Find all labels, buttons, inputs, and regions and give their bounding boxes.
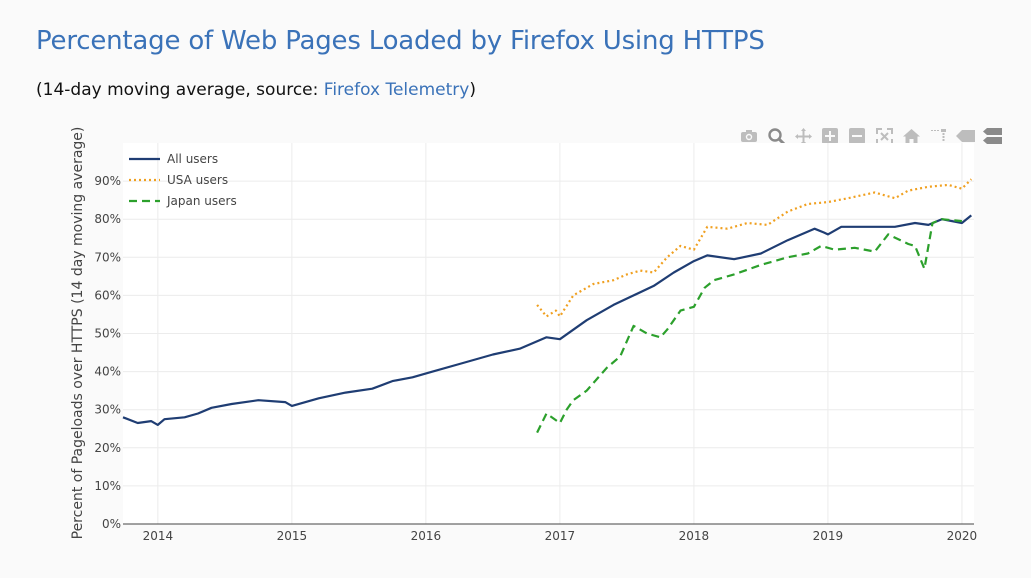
x-tick-labels: 2014 2015 2016 2017 2018 2019 2020 <box>143 529 978 543</box>
legend[interactable]: All users USA users Japan users <box>129 152 237 208</box>
y-tick-label: 0% <box>102 517 121 531</box>
telemetry-link[interactable]: Firefox Telemetry <box>323 80 470 100</box>
x-tick-label: 2020 <box>947 529 978 543</box>
x-tick-label: 2014 <box>143 529 174 543</box>
y-axis-title: Percent of Pageloads over HTTPS (14 day … <box>70 127 86 540</box>
series-line-usa-users[interactable] <box>536 178 973 318</box>
spike-lines-icon[interactable] <box>927 126 949 146</box>
subtitle: (14-day moving average, source: Firefox … <box>36 80 476 100</box>
y-tick-label: 20% <box>94 441 121 455</box>
series-line-japan-users[interactable] <box>536 218 963 434</box>
legend-label[interactable]: Japan users <box>166 194 237 208</box>
series-lines <box>122 178 973 434</box>
y-tick-label: 50% <box>94 327 121 341</box>
zoom-in-icon[interactable] <box>819 126 841 146</box>
legend-label[interactable]: USA users <box>167 173 228 187</box>
autoscale-icon[interactable] <box>873 126 895 146</box>
y-tick-label: 30% <box>94 403 121 417</box>
x-tick-label: 2016 <box>411 529 442 543</box>
home-icon[interactable] <box>900 126 922 146</box>
y-tick-label: 90% <box>94 174 121 188</box>
modebar <box>738 126 1003 146</box>
page-title: Percentage of Web Pages Loaded by Firefo… <box>36 26 765 56</box>
legend-label[interactable]: All users <box>167 152 218 166</box>
pan-icon[interactable] <box>792 126 814 146</box>
y-tick-label: 40% <box>94 365 121 379</box>
x-tick-label: 2019 <box>813 529 844 543</box>
zoom-icon[interactable] <box>765 126 787 146</box>
camera-icon[interactable] <box>738 126 760 146</box>
zoom-out-icon[interactable] <box>846 126 868 146</box>
series-line-all-users[interactable] <box>122 214 972 426</box>
y-tick-label: 80% <box>94 212 121 226</box>
x-tick-label: 2015 <box>277 529 308 543</box>
subtitle-suffix: ) <box>469 80 476 100</box>
y-tick-label: 10% <box>94 479 121 493</box>
x-tick-label: 2017 <box>545 529 576 543</box>
y-tick-label: 70% <box>94 250 121 264</box>
gridlines <box>123 143 974 524</box>
hover-closest-icon[interactable] <box>954 126 976 146</box>
y-tick-label: 60% <box>94 288 121 302</box>
x-tick-label: 2018 <box>679 529 710 543</box>
y-tick-labels: 0% 10% 20% 30% 40% 50% 60% 70% 80% 90% <box>94 174 121 531</box>
hover-compare-icon[interactable] <box>981 126 1003 146</box>
subtitle-prefix: (14-day moving average, source: <box>36 80 324 100</box>
